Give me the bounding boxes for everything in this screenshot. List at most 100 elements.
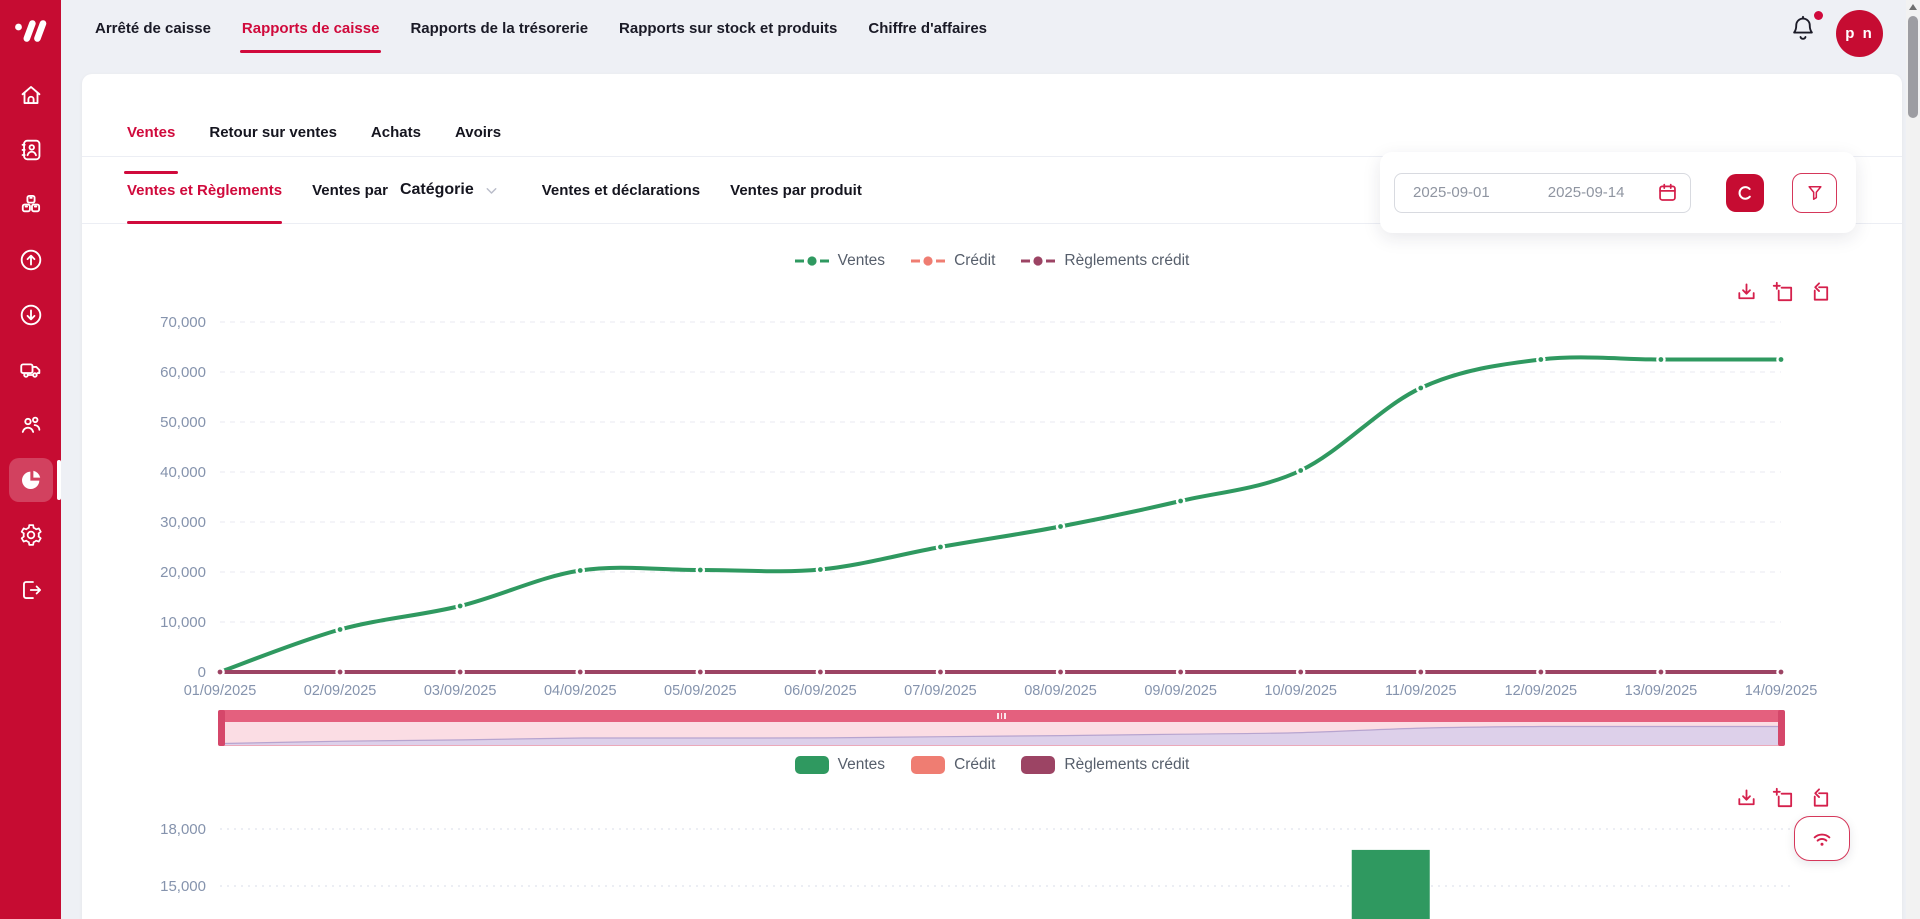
- data-point: [1536, 667, 1546, 677]
- nav-rapports-de-caisse[interactable]: Rapports de caisse: [239, 0, 382, 57]
- data-point: [215, 667, 225, 677]
- legend-label: Ventes: [837, 252, 886, 269]
- sidebar-item-outgoing[interactable]: [9, 293, 53, 337]
- y-axis-label: 60,000: [160, 364, 206, 381]
- report-tabs: Ventes Retour sur ventes Achats Avoirs: [82, 74, 1902, 174]
- sidebar-item-home[interactable]: [9, 73, 53, 117]
- nav-chiffre-affaires[interactable]: Chiffre d'affaires: [868, 20, 987, 37]
- subtab-ventes-et-declarations[interactable]: Ventes et déclarations: [541, 181, 701, 199]
- x-axis-label: 13/09/2025: [1625, 683, 1698, 699]
- subtab-ventes-par-produit[interactable]: Ventes par produit: [730, 181, 862, 199]
- restore-chart-button[interactable]: [1808, 280, 1832, 304]
- sparkline-area: [223, 725, 1780, 745]
- scrollbar-up-arrow[interactable]: [1909, 4, 1917, 10]
- y-axis-label: 30,000: [160, 514, 206, 531]
- subtab-ventes-par[interactable]: Ventes par: [312, 181, 388, 199]
- subtab-ventes-et-reglements[interactable]: Ventes et Règlements: [127, 157, 283, 224]
- main-content-card: Ventes Retour sur ventes Achats Avoirs V…: [82, 74, 1902, 919]
- y-axis-label: 70,000: [160, 314, 206, 331]
- datazoom-left-handle[interactable]: [218, 710, 225, 746]
- category-dropdown[interactable]: Catégorie: [400, 181, 500, 199]
- download-chart-button[interactable]: [1734, 786, 1758, 810]
- data-point: [815, 667, 826, 677]
- arrow-up-circle-icon: [20, 249, 41, 271]
- data-point: [1295, 667, 1306, 677]
- restore-chart-button[interactable]: [1808, 786, 1832, 810]
- datazoom-right-handle[interactable]: [1778, 710, 1785, 746]
- tab-ventes[interactable]: Ventes: [123, 108, 179, 174]
- legend-marker-reglements: [1021, 256, 1056, 266]
- legend-label: Règlements crédit: [1064, 756, 1190, 773]
- datazoom-slider[interactable]: [218, 710, 1785, 746]
- data-point: [1055, 521, 1066, 532]
- sidebar-item-customers[interactable]: [9, 403, 53, 447]
- data-point: [1656, 354, 1666, 365]
- legend-ventes[interactable]: Ventes: [794, 252, 886, 270]
- legend-credit[interactable]: Crédit: [911, 756, 995, 774]
- y-axis-label: 15,000: [160, 878, 206, 895]
- legend-swatch-ventes: [794, 756, 829, 774]
- bar-chart: 18,000 15,000: [160, 821, 1790, 919]
- y-axis-label: 50,000: [160, 414, 206, 431]
- sidebar-item-logout[interactable]: [9, 568, 53, 612]
- data-point: [1295, 465, 1306, 476]
- refresh-button[interactable]: [1726, 173, 1764, 212]
- sidebar-item-settings[interactable]: [9, 513, 53, 557]
- calendar-icon: [1659, 183, 1676, 201]
- notification-dot: [1814, 11, 1823, 20]
- logo-icon: [14, 19, 46, 42]
- start-date-value[interactable]: 2025-09-01: [1413, 184, 1490, 201]
- y-axis-label: 18,000: [160, 821, 206, 838]
- zoom-select-button[interactable]: [1771, 786, 1795, 810]
- x-axis-label: 09/09/2025: [1144, 683, 1217, 699]
- legend-marker-credit: [911, 256, 946, 266]
- app-logo[interactable]: [0, 0, 61, 61]
- data-point: [455, 667, 465, 677]
- filter-button[interactable]: [1792, 172, 1837, 213]
- legend-swatch-reglements: [1021, 756, 1056, 774]
- x-axis-label: 12/09/2025: [1505, 683, 1578, 699]
- nav-rapports-stock-produits[interactable]: Rapports sur stock et produits: [619, 20, 838, 37]
- sidebar-menu: [0, 73, 61, 623]
- datazoom-grab-bar[interactable]: [222, 710, 1781, 722]
- scrollbar-thumb[interactable]: [1908, 16, 1918, 118]
- date-range-picker[interactable]: 2025-09-01 2025-09-14: [1394, 172, 1691, 213]
- line-chart-legend: Ventes Crédit Règlements crédit: [82, 252, 1902, 270]
- restore-icon: [1813, 787, 1828, 807]
- legend-reglements-credit[interactable]: Règlements crédit: [1021, 252, 1189, 270]
- sidebar-item-products[interactable]: [9, 183, 53, 227]
- delivery-truck-icon: [19, 363, 40, 378]
- products-boxes-icon: [21, 194, 40, 213]
- nav-rapports-tresorerie[interactable]: Rapports de la trésorerie: [410, 20, 589, 37]
- data-point: [1776, 667, 1786, 677]
- sidebar-item-contacts[interactable]: [9, 128, 53, 172]
- legend-reglements-credit[interactable]: Règlements crédit: [1021, 756, 1189, 774]
- datazoom-track[interactable]: [222, 722, 1781, 746]
- active-indicator: [56, 460, 61, 500]
- data-point: [455, 601, 465, 611]
- y-axis-label: 10,000: [160, 614, 206, 631]
- notifications-button[interactable]: [1788, 11, 1823, 47]
- user-avatar[interactable]: p n: [1836, 10, 1883, 57]
- nav-arrete-de-caisse[interactable]: Arrêté de caisse: [95, 20, 211, 37]
- page-scrollbar[interactable]: [1906, 0, 1920, 919]
- sidebar-item-delivery[interactable]: [9, 348, 53, 392]
- legend-credit[interactable]: Crédit: [911, 252, 995, 270]
- tab-retour-sur-ventes[interactable]: Retour sur ventes: [209, 123, 337, 141]
- end-date-value[interactable]: 2025-09-14: [1547, 184, 1625, 201]
- data-point: [815, 564, 826, 575]
- download-chart-button[interactable]: [1734, 280, 1758, 304]
- legend-ventes[interactable]: Ventes: [794, 756, 885, 774]
- sidebar-item-incoming[interactable]: [9, 238, 53, 282]
- x-axis-label: 14/09/2025: [1745, 683, 1818, 699]
- connection-status-button[interactable]: [1794, 816, 1850, 861]
- tab-avoirs[interactable]: Avoirs: [454, 123, 502, 141]
- logout-icon: [22, 581, 41, 599]
- zoom-select-button[interactable]: [1771, 280, 1795, 304]
- tab-achats[interactable]: Achats: [370, 123, 421, 141]
- sidebar-item-reports[interactable]: [8, 458, 61, 502]
- download-icon: [1737, 788, 1755, 805]
- data-point: [1415, 383, 1426, 393]
- funnel-icon: [1807, 185, 1822, 200]
